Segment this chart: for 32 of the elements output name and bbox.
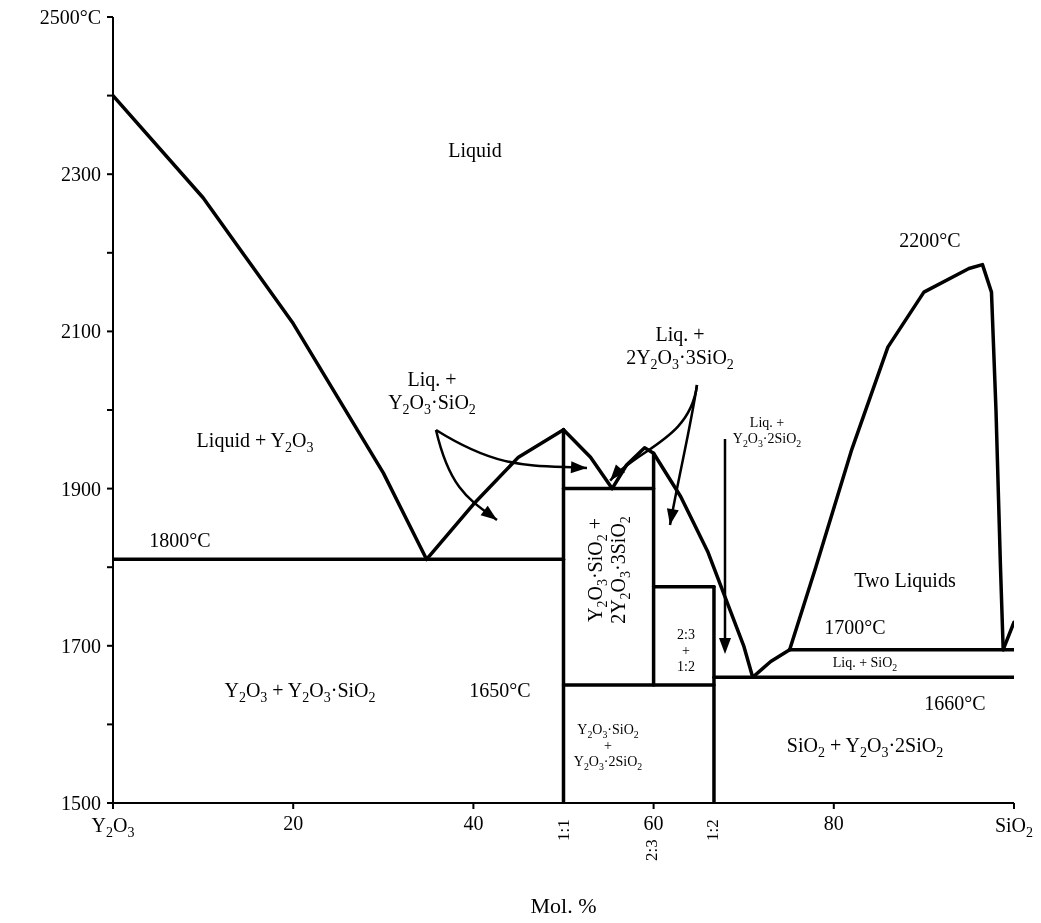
x-tick-label: 60 — [643, 812, 664, 834]
y-tick-label: 2100 — [61, 320, 101, 343]
annotation: Liq. + Y$_{2}$O$_{3}$·SiO$_{2}$ — [388, 367, 476, 417]
annotation: 1660°C — [924, 692, 986, 714]
text: SiO$_{2}$ — [994, 814, 1034, 840]
text: Y$_{2}$O$_{3}$ + Y$_{2}$O$_{3}$·SiO$_{2}$ — [224, 679, 376, 705]
annotation: Two Liquids — [854, 569, 956, 592]
annotation: Liq. + Y$_{2}$O$_{3}$·2SiO$_{2}$ — [732, 414, 802, 450]
y-tick-label: 2300 — [61, 163, 101, 186]
text: 2:3 — [641, 839, 661, 861]
annotation: Liquid + Y$_{2}$O$_{3}$ — [196, 429, 314, 455]
annotation: 2:3 + 1:2 — [677, 626, 695, 674]
y-tick-label: 1700 — [61, 634, 101, 657]
annotation: Liq. + SiO$_{2}$ — [832, 654, 898, 673]
x-tick-label: 40 — [463, 812, 484, 834]
annotation: 1700°C — [824, 616, 886, 638]
text: Y$_{2}$O$_{3}$·SiO$_{2}$ + Y$_{2}$O$_{3}$·2SiO$_{2}$ — [573, 721, 643, 773]
y-tick-label: 1900 — [61, 477, 101, 500]
y-tick-label: 2500°C — [39, 6, 101, 28]
y-tick-label: 1500 — [61, 792, 101, 814]
annotation: 1800°C — [149, 529, 211, 551]
annotation: 1650°C — [469, 679, 531, 701]
text: 1:1 — [553, 819, 573, 841]
annotation: Liquid — [448, 139, 502, 162]
x-axis-title: Mol. % — [530, 892, 597, 918]
x-tick-label: 80 — [823, 812, 844, 834]
text: 1:2 — [702, 819, 722, 841]
text: Y$_{2}$O$_{3}$ — [91, 814, 135, 840]
x-tick-label: 20 — [283, 812, 304, 834]
annotation: Liq. + 2Y$_{2}$O$_{3}$·3SiO$_{2}$ — [626, 322, 734, 372]
annotation: SiO$_{2}$ + Y$_{2}$O$_{3}$·2SiO$_{2}$ — [786, 734, 944, 760]
annotation: 2200°C — [899, 229, 961, 251]
